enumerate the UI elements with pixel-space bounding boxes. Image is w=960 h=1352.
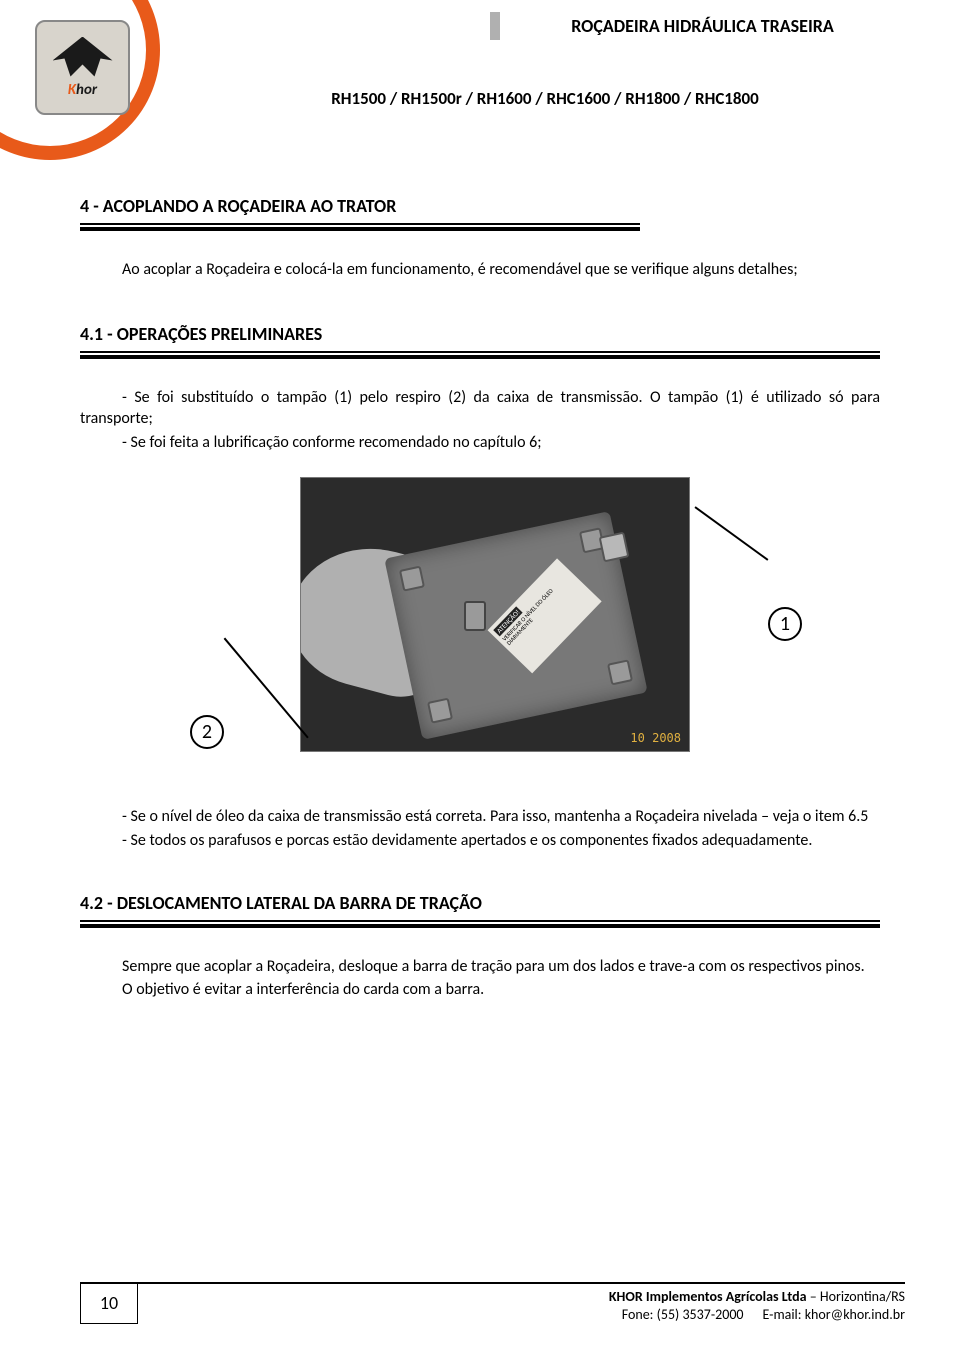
callout-1: 1 xyxy=(768,607,802,641)
figure-gearbox: ATENÇÃO! VERIFICAR O NÍVEL DO ÓLEO DIARI… xyxy=(80,477,880,772)
section-4-intro: Ao acoplar a Roçadeira e colocá-la em fu… xyxy=(80,259,880,281)
footer-company-block: KHOR Implementos Agrícolas Ltda – Horizo… xyxy=(138,1282,905,1324)
section-4-1-p1: - Se foi substituído o tampão (1) pelo r… xyxy=(80,387,880,430)
footer-city: Horizontina/RS xyxy=(820,1288,905,1305)
logo-badge: Khor xyxy=(35,20,130,115)
plug-1 xyxy=(599,532,630,563)
section-4-1-rule xyxy=(80,351,880,359)
section-4-2-rule xyxy=(80,920,880,928)
footer-phone: (55) 3537-2000 xyxy=(657,1306,744,1323)
section-4-title: 4 - ACOPLANDO A ROÇADEIRA AO TRATOR xyxy=(80,195,880,217)
logo-text-k: K xyxy=(68,81,76,99)
page-content: 4 - ACOPLANDO A ROÇADEIRA AO TRATOR Ao a… xyxy=(80,195,880,1025)
footer-phone-label: Fone: xyxy=(622,1306,654,1323)
logo-text-rest: hor xyxy=(76,81,97,99)
leader-line-1 xyxy=(695,507,769,561)
section-4-2-p1: Sempre que acoplar a Roçadeira, desloque… xyxy=(80,956,880,978)
photo-timestamp: 10 2008 xyxy=(630,731,681,745)
section-4-1-p4: - Se todos os parafusos e porcas estão d… xyxy=(80,830,880,852)
section-4-rule xyxy=(80,223,640,231)
brand-logo: Khor xyxy=(0,0,160,160)
section-4-1-title: 4.1 - OPERAÇÕES PRELIMINARES xyxy=(80,323,880,345)
section-4-1-p1-text: - Se foi substituído o tampão (1) pelo r… xyxy=(80,388,880,429)
section-4-1-p3-text: - Se o nível de óleo da caixa de transmi… xyxy=(122,807,868,826)
page-number: 10 xyxy=(80,1282,138,1324)
callout-2: 2 xyxy=(190,715,224,749)
section-4-1-p3: - Se o nível de óleo da caixa de transmi… xyxy=(80,806,880,828)
bolt-icon xyxy=(607,660,633,686)
section-4-2-title: 4.2 - DESLOCAMENTO LATERAL DA BARRA DE T… xyxy=(80,892,880,914)
model-line: RH1500 / RH1500r / RH1600 / RHC1600 / RH… xyxy=(230,88,860,109)
bolt-icon xyxy=(399,566,425,592)
section-4-2-p1-text: Sempre que acoplar a Roçadeira, desloque… xyxy=(122,957,865,976)
footer-company: KHOR Implementos Agrícolas Ltda xyxy=(609,1288,807,1305)
bolt-icon xyxy=(427,698,453,724)
photo: ATENÇÃO! VERIFICAR O NÍVEL DO ÓLEO DIARI… xyxy=(300,477,690,752)
footer-sep: – xyxy=(810,1288,820,1305)
logo-text: Khor xyxy=(68,81,97,99)
footer-email-label: E-mail: xyxy=(763,1306,802,1323)
eagle-icon xyxy=(53,37,113,77)
plug-2 xyxy=(464,601,486,631)
leader-line-2 xyxy=(224,638,309,739)
document-header-title: ROÇADEIRA HIDRÁULICA TRASEIRA xyxy=(490,12,905,40)
page-footer: 10 KHOR Implementos Agrícolas Ltda – Hor… xyxy=(80,1282,905,1324)
warning-sticker: ATENÇÃO! VERIFICAR O NÍVEL DO ÓLEO DIARI… xyxy=(488,559,602,674)
section-4-2-p2: O objetivo é evitar a interferência do c… xyxy=(80,979,880,1001)
footer-email: khor@khor.ind.br xyxy=(805,1306,905,1323)
section-4-1-p2: - Se foi feita a lubrificação conforme r… xyxy=(80,432,880,454)
